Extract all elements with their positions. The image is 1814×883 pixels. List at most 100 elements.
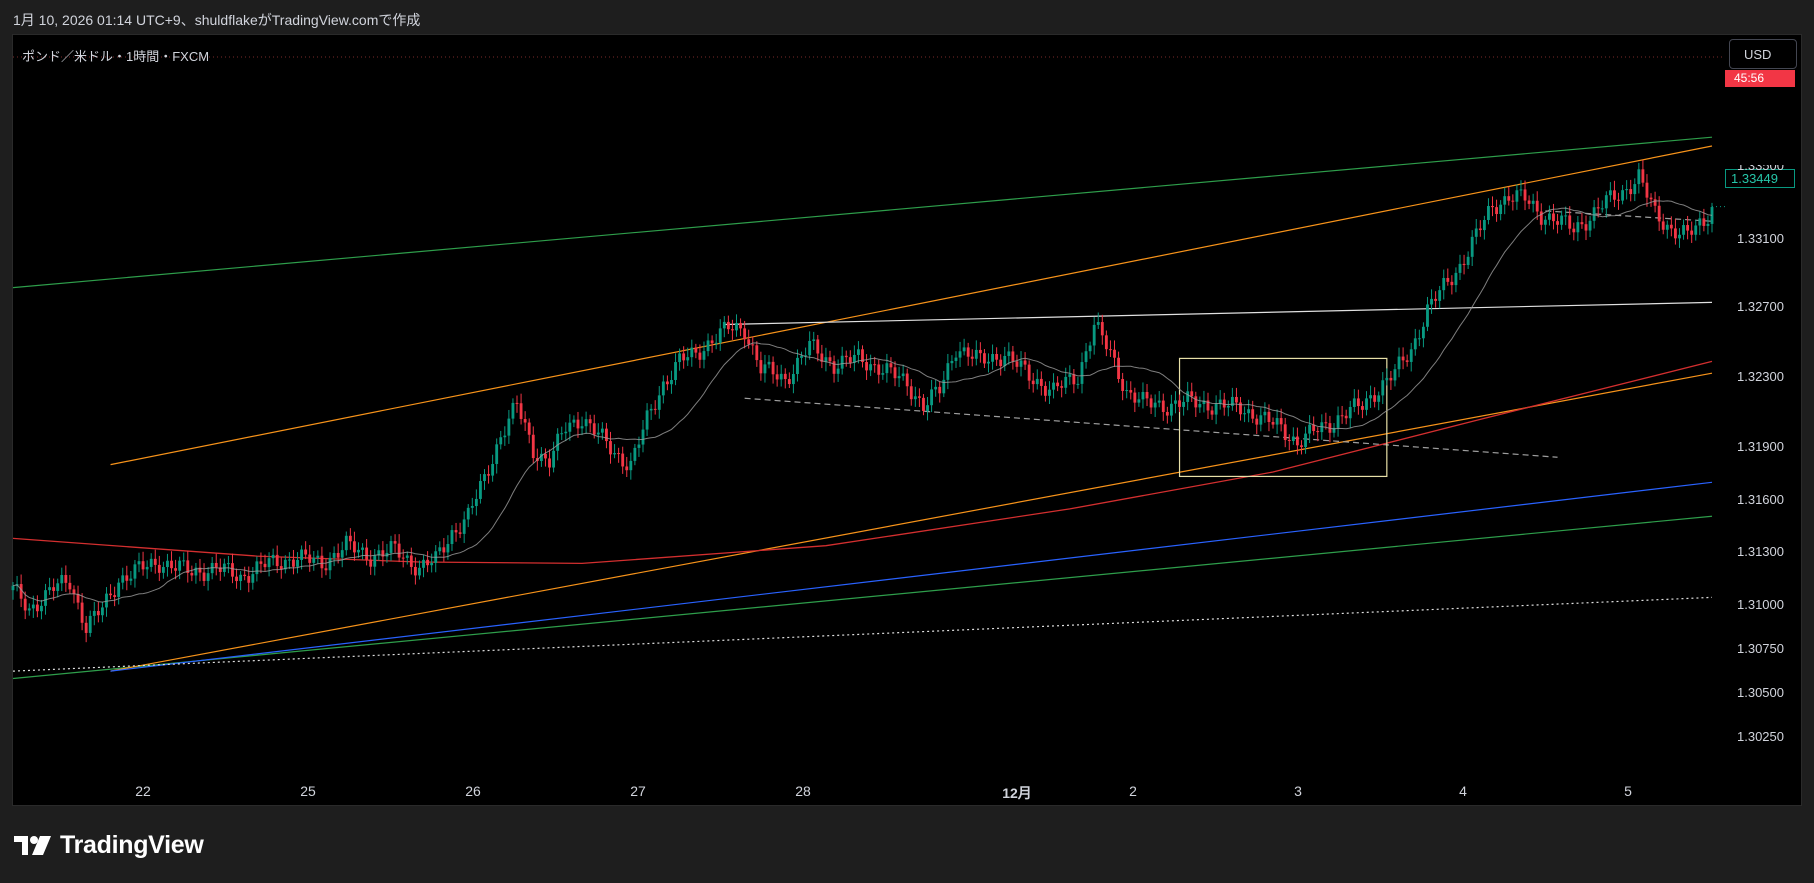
candle [1552, 203, 1555, 230]
candle [1417, 329, 1421, 347]
candle [401, 549, 405, 568]
candle [832, 355, 836, 383]
currency-button[interactable]: USD [1729, 39, 1797, 69]
candle [60, 567, 64, 592]
candle [487, 465, 490, 484]
candle [901, 364, 905, 381]
y-axis-tick: 1.31600 [1737, 492, 1784, 507]
candle [946, 353, 950, 390]
tradingview-logo[interactable]: TradingView [14, 830, 204, 860]
candle [1226, 400, 1230, 417]
candle [161, 561, 165, 579]
candle [1706, 215, 1710, 235]
candle [1316, 427, 1320, 442]
candle [1235, 387, 1238, 413]
candle [35, 595, 39, 618]
candle [507, 409, 511, 444]
snapshot-caption: 1月 10, 2026 01:14 UTC+9、shuldflakeがTradi… [13, 12, 421, 28]
candle [263, 554, 267, 571]
candle [1149, 394, 1153, 414]
candle [44, 583, 47, 615]
candle [1133, 387, 1137, 413]
candle [344, 531, 348, 556]
candle [393, 534, 397, 553]
candle [722, 316, 726, 338]
candle [454, 522, 458, 542]
candle [361, 543, 364, 560]
candle [735, 314, 738, 337]
candle [1608, 182, 1612, 203]
candle [31, 595, 35, 618]
candle [202, 563, 206, 587]
candle [1174, 391, 1177, 414]
candle [1019, 351, 1023, 377]
candle [1035, 369, 1039, 390]
candle [665, 375, 669, 391]
candle [1438, 285, 1442, 309]
candle [580, 416, 584, 436]
candle [1604, 191, 1608, 218]
candle [1088, 341, 1092, 359]
candle [491, 454, 495, 482]
candle [1426, 296, 1429, 332]
candle [714, 333, 718, 350]
candle [674, 353, 677, 386]
candle [698, 344, 702, 369]
candle [1568, 206, 1572, 235]
candle [1003, 346, 1007, 372]
candle [1214, 395, 1218, 425]
candle [1190, 382, 1194, 403]
candle [1385, 368, 1389, 386]
candle [1560, 210, 1564, 230]
candle [657, 386, 661, 419]
candle [625, 456, 629, 478]
top-caption-bar: 1月 10, 2026 01:14 UTC+9、shuldflakeがTradi… [0, 0, 1814, 34]
x-axis-tick: 27 [630, 783, 646, 799]
candle [483, 469, 486, 490]
candle [474, 489, 478, 516]
candle [466, 504, 470, 528]
candle [1401, 347, 1405, 370]
candle [942, 370, 946, 398]
candle [19, 574, 23, 608]
candle [206, 566, 210, 591]
candle [621, 446, 625, 474]
candle [909, 379, 913, 406]
candle [340, 541, 344, 568]
symbol-legend[interactable]: ポンド／米ドル・1時間・FXCM [22, 49, 210, 64]
chart-pane[interactable] [12, 34, 1802, 806]
x-axis-tick: 3 [1294, 783, 1302, 799]
candle [96, 601, 100, 623]
candle [1710, 202, 1714, 233]
long-moving-average-line [12, 360, 1713, 565]
candle [1113, 340, 1116, 368]
candle [1157, 391, 1161, 408]
candle [247, 566, 251, 593]
candle [1397, 347, 1401, 378]
candle [271, 548, 275, 566]
candle [548, 449, 551, 477]
candle [48, 577, 52, 595]
candle [592, 414, 596, 439]
candle [1255, 414, 1259, 435]
candle [950, 355, 954, 371]
candle [426, 551, 430, 573]
candle [808, 331, 812, 360]
candle [1527, 195, 1531, 210]
candle [1539, 203, 1543, 231]
candle [584, 411, 588, 434]
candle [1629, 179, 1633, 202]
candle [999, 354, 1003, 376]
candle [1621, 184, 1624, 205]
candle [357, 542, 360, 558]
candle [763, 354, 767, 383]
candle [194, 562, 198, 584]
candle [1145, 384, 1149, 407]
candle [1056, 376, 1060, 392]
candle [1125, 380, 1129, 399]
candle [617, 447, 621, 463]
candle [1076, 376, 1080, 389]
candle [1344, 409, 1348, 425]
candle [913, 386, 917, 407]
